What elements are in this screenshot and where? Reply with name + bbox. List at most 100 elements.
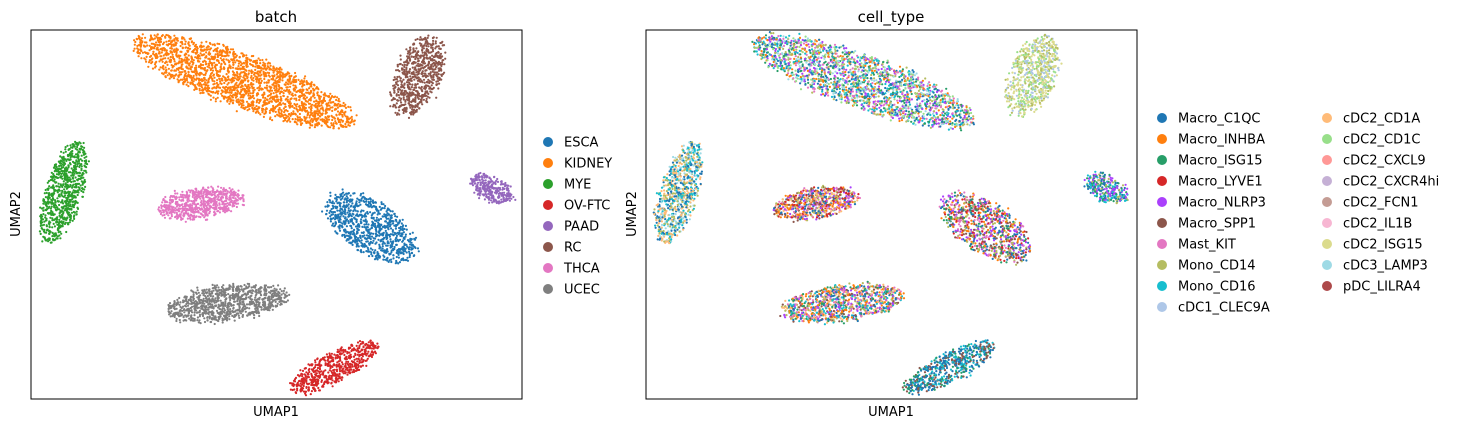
scatter-point xyxy=(306,113,309,116)
scatter-point xyxy=(203,66,207,70)
scatter-point xyxy=(260,73,263,76)
scatter-point xyxy=(413,108,416,111)
scatter-point xyxy=(255,80,258,83)
scatter-point xyxy=(316,106,319,109)
scatter-point xyxy=(316,122,319,125)
scatter-point xyxy=(213,193,216,196)
scatter-point xyxy=(302,97,305,100)
scatter-point xyxy=(207,186,210,189)
scatter-point xyxy=(54,189,57,192)
scatter-point xyxy=(64,182,67,185)
scatter-point xyxy=(327,101,330,104)
scatter-point xyxy=(164,35,167,38)
scatter-point xyxy=(418,80,421,83)
scatter-point xyxy=(280,97,283,100)
scatter-point xyxy=(85,162,88,165)
scatter-point xyxy=(229,67,232,70)
scatter-point xyxy=(44,196,48,199)
scatter-point xyxy=(494,182,497,186)
scatter-point xyxy=(272,104,275,108)
scatter-point xyxy=(50,202,53,205)
scatter-point xyxy=(62,195,66,198)
scatter-point xyxy=(39,206,42,209)
scatter-point xyxy=(294,117,297,121)
scatter-point xyxy=(66,212,70,215)
scatter-point xyxy=(139,49,142,52)
scatter-point xyxy=(503,187,506,190)
scatter-point xyxy=(40,219,43,222)
scatter-point xyxy=(167,40,170,43)
scatter-point xyxy=(213,86,216,89)
scatter-point xyxy=(393,89,396,92)
scatter-point xyxy=(263,93,266,96)
scatter-point xyxy=(175,200,178,204)
scatter-point xyxy=(491,194,495,197)
scatter-point xyxy=(486,175,489,178)
scatter-point xyxy=(289,82,292,85)
scatter-point xyxy=(190,204,194,207)
scatter-point xyxy=(202,196,205,199)
scatter-point xyxy=(270,89,274,92)
scatter-point xyxy=(376,251,379,254)
scatter-point xyxy=(437,50,440,54)
scatter-point xyxy=(217,209,220,213)
scatter-point xyxy=(53,178,56,181)
scatter-point xyxy=(187,74,190,77)
scatter-point xyxy=(422,38,425,41)
scatter-point xyxy=(151,57,154,60)
scatter-point xyxy=(324,110,327,113)
scatter-point xyxy=(296,118,299,121)
scatter-point xyxy=(270,100,273,103)
scatter-point xyxy=(273,107,277,110)
scatter-point xyxy=(278,87,281,90)
scatter-point xyxy=(271,110,275,113)
scatter-point xyxy=(239,86,242,89)
scatter-point xyxy=(181,203,184,206)
scatter-point xyxy=(212,74,215,77)
scatter-point xyxy=(347,124,350,127)
scatter-point xyxy=(235,110,238,113)
scatter-point xyxy=(294,80,297,84)
scatter-point xyxy=(232,73,235,76)
scatter-point xyxy=(264,74,267,77)
scatter-point xyxy=(434,68,437,71)
scatter-point xyxy=(205,83,208,86)
scatter-point xyxy=(414,104,417,107)
scatter-point xyxy=(198,84,201,87)
scatter-point xyxy=(478,192,481,195)
scatter-point xyxy=(396,75,399,79)
scatter-point xyxy=(73,155,76,158)
scatter-point xyxy=(411,231,414,234)
scatter-point xyxy=(413,88,416,91)
scatter-point xyxy=(48,205,51,208)
scatter-point xyxy=(48,185,51,188)
scatter-point xyxy=(316,118,319,121)
scatter-point xyxy=(400,101,403,104)
scatter-point xyxy=(79,158,82,161)
scatter-point xyxy=(492,181,495,184)
scatter-point xyxy=(193,84,197,87)
scatter-point xyxy=(67,164,70,167)
scatter-point xyxy=(395,82,398,85)
scatter-point xyxy=(287,89,291,93)
scatter-point xyxy=(251,92,254,95)
scatter-point xyxy=(231,202,234,205)
scatter-point xyxy=(165,60,168,63)
scatter-point xyxy=(195,77,198,80)
scatter-point xyxy=(133,43,136,46)
scatter-point xyxy=(72,174,75,177)
scatter-point xyxy=(178,213,182,216)
scatter-point xyxy=(154,66,157,69)
scatter-point xyxy=(56,191,59,194)
scatter-point xyxy=(306,100,309,103)
scatter-point xyxy=(411,92,414,95)
scatter-point xyxy=(43,220,46,223)
scatter-point xyxy=(427,34,430,37)
scatter-point xyxy=(198,89,201,92)
scatter-point xyxy=(266,89,269,92)
scatter-point xyxy=(241,81,245,84)
scatter-point xyxy=(327,95,330,98)
scatter-point xyxy=(173,74,176,77)
scatter-point xyxy=(179,44,182,48)
scatter-point xyxy=(401,67,404,70)
